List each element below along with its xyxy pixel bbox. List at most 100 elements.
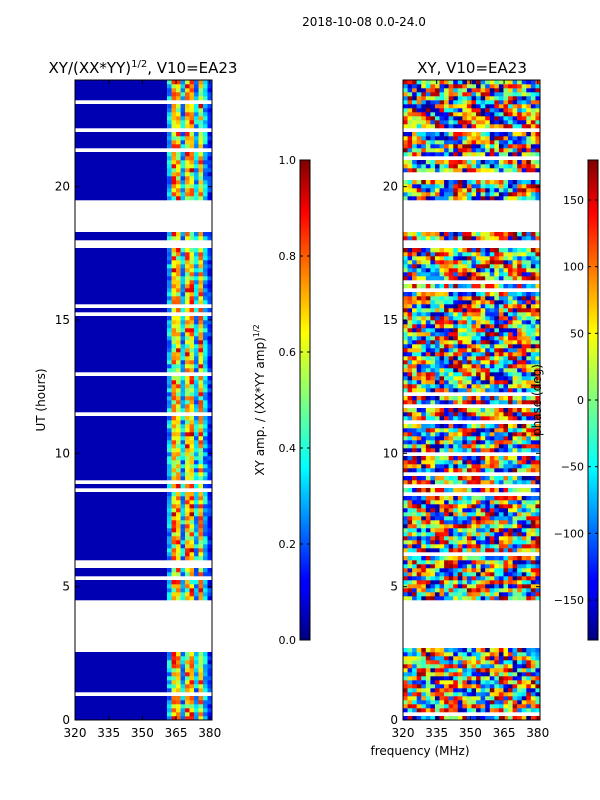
heatmap-cell: [189, 112, 195, 117]
heatmap-cell: [462, 332, 468, 337]
heatmap-cell: [485, 352, 490, 357]
heatmap-cell: [434, 584, 440, 589]
heatmap-cell: [489, 320, 495, 325]
heatmap-cell: [194, 108, 199, 113]
heatmap-cell: [462, 468, 468, 473]
heatmap-cell: [425, 516, 431, 521]
heatmap-cell: [189, 396, 195, 401]
heatmap-cell: [466, 432, 472, 437]
colorbar-tick-label: 1.0: [279, 154, 297, 167]
heatmap-cell: [407, 192, 413, 197]
heatmap-cell: [439, 544, 445, 549]
heatmap-cell: [521, 96, 527, 101]
heatmap-cell: [430, 344, 436, 349]
heatmap-cell: [203, 236, 208, 241]
heatmap-cell: [194, 492, 199, 497]
heatmap-cell: [185, 416, 190, 421]
heatmap-cell: [466, 256, 472, 261]
heatmap-cell: [457, 112, 463, 117]
heatmap-cell: [439, 364, 445, 369]
heatmap-cell: [180, 108, 186, 113]
heatmap-cell: [466, 520, 472, 525]
heatmap-cell: [448, 680, 454, 685]
heatmap-cell: [503, 380, 509, 385]
heatmap-cell: [503, 256, 509, 261]
heatmap-cell: [203, 532, 208, 537]
heatmap-cell: [457, 316, 463, 321]
heatmap-cell: [471, 504, 477, 509]
heatmap-cell: [526, 164, 532, 169]
heatmap-cell: [416, 536, 422, 541]
heatmap-cell: [512, 440, 518, 445]
heatmap-cell: [180, 712, 186, 717]
heatmap-cell: [512, 496, 518, 501]
heatmap-cell: [171, 108, 177, 113]
heatmap-cell: [480, 152, 486, 157]
heatmap-cell: [198, 252, 204, 257]
heatmap-cell: [508, 676, 513, 681]
heatmap-cell: [171, 140, 177, 145]
heatmap-cell: [430, 488, 436, 493]
heatmap-cell: [185, 108, 190, 113]
heatmap-cell: [480, 424, 486, 429]
heatmap-cell: [439, 696, 445, 701]
heatmap-cell: [453, 188, 458, 193]
heatmap-cell: [416, 448, 422, 453]
heatmap-cell: [189, 88, 195, 93]
heatmap-cell: [185, 408, 190, 413]
heatmap-cell: [416, 312, 422, 317]
heatmap-cell: [412, 152, 417, 157]
heatmap-cell: [480, 376, 486, 381]
heatmap-cell: [517, 328, 522, 333]
heatmap-cell: [530, 648, 536, 653]
heatmap-cell: [489, 664, 495, 669]
heatmap-cell: [526, 388, 532, 393]
heatmap-cell: [167, 716, 172, 721]
heatmap-cell: [75, 236, 168, 241]
heatmap-cell: [203, 664, 208, 669]
heatmap-cell: [521, 112, 527, 117]
heatmap-cell: [471, 572, 477, 577]
heatmap-cell: [471, 152, 477, 157]
heatmap-cell: [521, 120, 527, 125]
heatmap-cell: [535, 284, 541, 289]
heatmap-cell: [203, 592, 208, 597]
heatmap-cell: [512, 580, 518, 585]
heatmap-cell: [412, 116, 417, 121]
heatmap-cell: [416, 540, 422, 545]
heatmap-cell: [430, 320, 436, 325]
heatmap-cell: [203, 544, 208, 549]
heatmap-cell: [198, 180, 204, 185]
heatmap-cell: [508, 424, 513, 429]
heatmap-cell: [494, 192, 500, 197]
heatmap-cell: [425, 448, 431, 453]
heatmap-cell: [448, 272, 454, 277]
heatmap-cell: [407, 508, 413, 513]
heatmap-cell: [530, 116, 536, 121]
heatmap-cell: [207, 352, 213, 357]
heatmap-cell: [167, 484, 172, 489]
heatmap-cell: [457, 708, 463, 713]
heatmap-cell: [512, 396, 518, 401]
heatmap-cell: [489, 396, 495, 401]
heatmap-cell: [489, 564, 495, 569]
heatmap-cell: [421, 168, 427, 173]
heatmap-cell: [466, 572, 472, 577]
heatmap-cell: [430, 112, 436, 117]
heatmap-cell: [434, 432, 440, 437]
heatmap-cell: [180, 340, 186, 345]
heatmap-cell: [75, 320, 168, 325]
heatmap-cell: [530, 300, 536, 305]
heatmap-cell: [185, 196, 190, 201]
heatmap-cell: [535, 480, 541, 485]
heatmap-cell: [530, 448, 536, 453]
heatmap-cell: [471, 352, 477, 357]
heatmap-cell: [535, 708, 541, 713]
heatmap-cell: [517, 468, 522, 473]
heatmap-cell: [430, 568, 436, 573]
heatmap-cell: [453, 120, 458, 125]
heatmap-cell: [430, 184, 436, 189]
heatmap-cell: [480, 428, 486, 433]
heatmap-cell: [171, 384, 177, 389]
heatmap-cell: [471, 704, 477, 709]
